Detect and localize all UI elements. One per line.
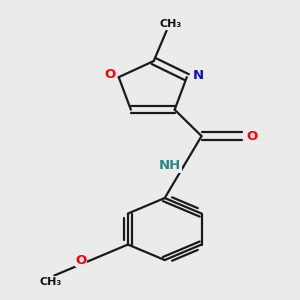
Text: N: N	[192, 69, 203, 82]
Text: CH₃: CH₃	[40, 277, 62, 287]
Text: O: O	[75, 254, 86, 266]
Text: NH: NH	[159, 159, 182, 172]
Text: O: O	[104, 68, 115, 81]
Text: O: O	[247, 130, 258, 142]
Text: CH₃: CH₃	[159, 20, 182, 29]
